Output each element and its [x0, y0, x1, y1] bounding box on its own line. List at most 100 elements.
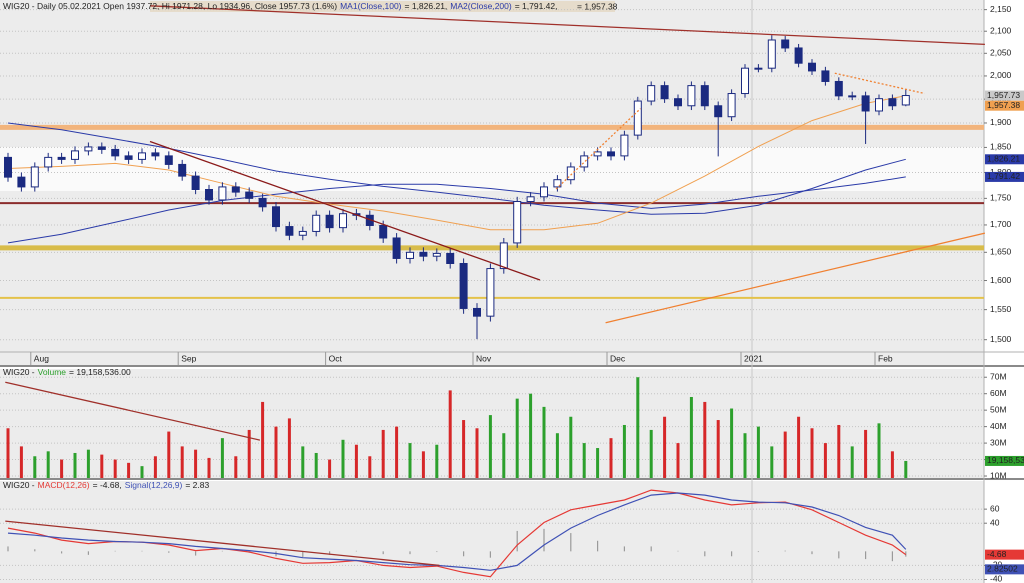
value-flag-label: 19,158,53: [987, 455, 1024, 465]
candle-body: [607, 151, 615, 157]
candle-body: [258, 197, 267, 208]
header-title: WIG20 -: [3, 367, 35, 377]
volume-bar: [33, 456, 37, 478]
candle-body: [700, 85, 709, 107]
volume-bar: [890, 451, 894, 478]
candle-body: [767, 39, 776, 69]
labels: 2,1502,1002,0502,0001,9501,9001,8501,800…: [34, 4, 1024, 583]
volume-bar: [689, 396, 693, 478]
macd-pane: [0, 481, 984, 583]
indicator-line: [7, 492, 907, 571]
y-tick-label: 60: [990, 503, 1000, 513]
volume-bar: [247, 429, 251, 478]
trendline: [834, 72, 925, 95]
volume-bar: [515, 398, 519, 478]
legend-entry: MACD(12,26): [38, 480, 90, 490]
candle-body: [566, 166, 575, 181]
volume-bar: [153, 456, 157, 478]
y-tick-label: 2,050: [990, 48, 1012, 58]
value-flag: [985, 100, 1024, 111]
y-tick-label: 1,550: [990, 304, 1012, 314]
legend-entry: MA1(Close,100): [340, 1, 402, 11]
candle-body: [647, 85, 656, 102]
candle-body: [473, 307, 481, 317]
volume-bar: [368, 456, 372, 478]
volume-bar: [837, 424, 841, 478]
volume-bar: [220, 438, 224, 478]
candle-body: [379, 224, 388, 239]
volume-bar: [743, 433, 747, 478]
volume-bar: [314, 452, 318, 478]
volume-bar: [488, 415, 492, 478]
candle-body: [808, 62, 816, 72]
legend-value: = 1,826.21,: [405, 1, 448, 11]
candle-body: [325, 214, 334, 229]
value-flag: [985, 90, 1024, 101]
candle-body: [44, 156, 53, 168]
y-tick-label: 1,750: [990, 193, 1012, 203]
candle-body: [674, 98, 682, 107]
value-flag: [985, 154, 1024, 165]
headers: WIG20 - Daily 05.02.2021 Open 1937.72, H…: [3, 1, 618, 490]
trendline: [5, 381, 261, 441]
volume-bar: [636, 377, 640, 478]
volume-bar: [622, 424, 626, 478]
header-band: [150, 1, 615, 12]
candle-body: [298, 230, 307, 236]
candle-body: [741, 67, 749, 95]
y-tick-label: 30M: [990, 437, 1007, 447]
y-tick-label: 1,800: [990, 167, 1012, 177]
trendline: [5, 520, 440, 567]
x-tick-label: Nov: [476, 353, 492, 363]
candle-body: [513, 201, 522, 244]
moving-average: [7, 95, 906, 231]
volume-bar: [408, 443, 412, 478]
legend-value: = 1,791.42,: [515, 1, 558, 11]
volume-bar: [582, 443, 586, 478]
candle-body: [205, 189, 213, 201]
volume-bar: [850, 446, 854, 478]
volume-bar: [140, 466, 144, 478]
candle-body: [754, 67, 763, 70]
volume-bar: [596, 448, 600, 478]
y-tick-label: 2,150: [990, 4, 1012, 14]
candle-body: [432, 252, 441, 257]
volume-bar: [609, 438, 613, 478]
volume-bar: [301, 446, 305, 478]
volume-bar: [462, 420, 466, 478]
volume-pane: [0, 369, 984, 478]
y-tick-label: 40M: [990, 421, 1007, 431]
legend-value: = -4.68,: [93, 480, 122, 490]
volume-bar: [113, 459, 117, 478]
volume-bar: [810, 428, 814, 478]
moving-average: [7, 176, 906, 244]
candle-body: [486, 268, 495, 317]
volume-bar: [783, 431, 787, 478]
x-tick-label: Dec: [610, 353, 626, 363]
volume-bar: [904, 460, 908, 478]
candle-body: [459, 262, 468, 309]
candle-body: [687, 85, 696, 107]
candle-body: [875, 98, 883, 112]
candle-body: [178, 163, 187, 177]
trendline: [605, 232, 986, 324]
volume-bar: [354, 444, 358, 478]
candle-body: [164, 155, 173, 165]
candle-body: [124, 155, 133, 160]
volume-bar: [167, 431, 171, 478]
volume-bar: [180, 446, 184, 478]
trendline: [555, 108, 641, 190]
x-tick-label: Feb: [878, 353, 893, 363]
volume-bar: [703, 401, 707, 478]
y-tick-label: 60M: [990, 388, 1007, 398]
y-tick-label: 1,500: [990, 334, 1012, 344]
candle-body: [17, 176, 26, 188]
candle-body: [231, 186, 240, 193]
candle-body: [84, 146, 93, 152]
y-tick-label: 40: [990, 517, 1000, 527]
candle-body: [526, 196, 535, 203]
candle-body: [633, 100, 642, 136]
value-flag-label: 2.82502: [987, 564, 1018, 574]
y-tick-label: 1,600: [990, 275, 1012, 285]
trendline: [149, 140, 541, 281]
